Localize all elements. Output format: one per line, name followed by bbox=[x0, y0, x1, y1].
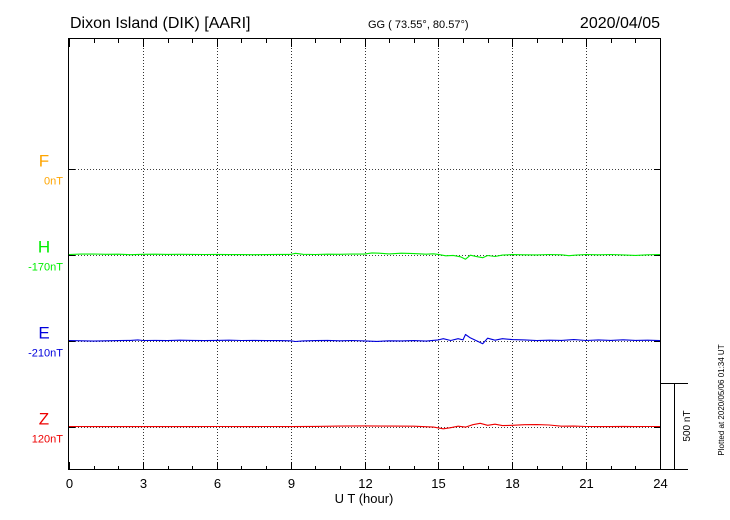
series-name-e: E bbox=[38, 324, 49, 343]
series-name-h: H bbox=[38, 238, 50, 257]
plot-frame bbox=[68, 38, 661, 470]
x-axis-ticks: 0 3 6 9 12 15 18 21 24 bbox=[66, 39, 668, 491]
series-name-z: Z bbox=[39, 410, 49, 429]
trace-z bbox=[68, 422, 660, 430]
traces bbox=[68, 252, 661, 430]
x-tick-label: 0 bbox=[66, 476, 73, 491]
scale-bar: 500 nT bbox=[660, 383, 693, 470]
station-coordinates: GG ( 73.55°, 80.57°) bbox=[368, 19, 469, 31]
scale-bar-label: 500 nT bbox=[682, 410, 693, 441]
series-baseline-f: 0nT bbox=[44, 176, 63, 188]
x-tick-label: 12 bbox=[358, 476, 372, 491]
x-tick-label: 6 bbox=[214, 476, 221, 491]
plotted-timestamp: Plotted at 2020/05/06 01:34 UT bbox=[717, 344, 726, 455]
series-name-f: F bbox=[39, 152, 49, 171]
x-tick-label: 21 bbox=[579, 476, 593, 491]
x-axis-label: U T (hour) bbox=[335, 491, 394, 506]
station-title: Dixon Island (DIK) [AARI] bbox=[70, 15, 251, 32]
x-tick-label: 15 bbox=[431, 476, 445, 491]
trace-h bbox=[68, 252, 661, 260]
trace-e bbox=[68, 333, 661, 345]
plot-date: 2020/04/05 bbox=[580, 15, 660, 32]
x-tick-label: 3 bbox=[140, 476, 147, 491]
x-tick-label: 18 bbox=[505, 476, 519, 491]
trace-baselines bbox=[69, 169, 660, 428]
trace-labels: F 0nT H -170nT E -210nT Z 120nT bbox=[28, 152, 63, 446]
x-tick-label: 24 bbox=[653, 476, 667, 491]
series-baseline-h: -170nT bbox=[28, 262, 63, 274]
x-tick-label: 9 bbox=[288, 476, 295, 491]
series-baseline-e: -210nT bbox=[28, 348, 63, 360]
series-baseline-z: 120nT bbox=[32, 434, 63, 446]
